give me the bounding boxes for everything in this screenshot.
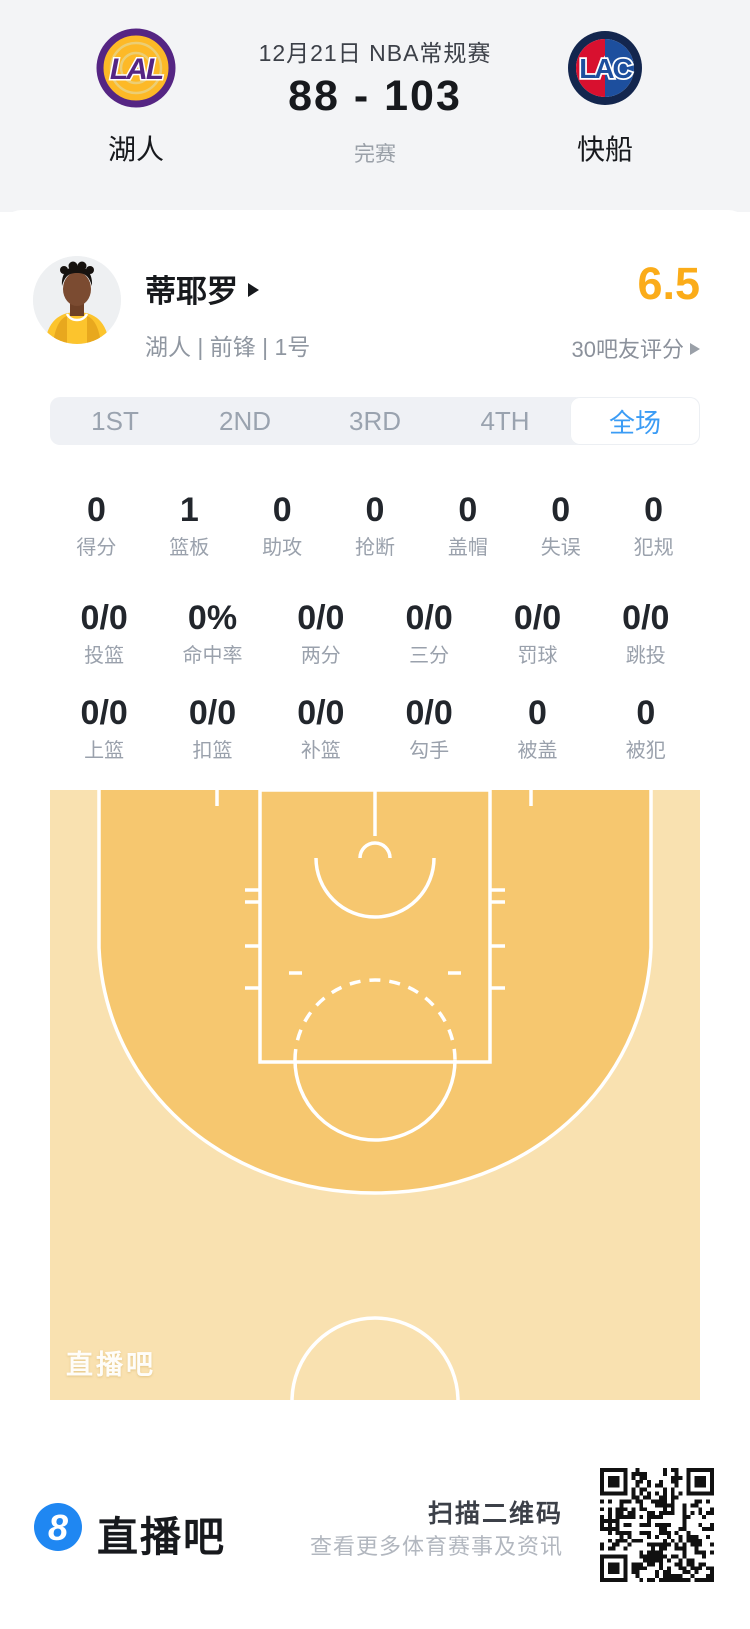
rating-arrow-icon [690,343,700,355]
tab-full-game[interactable]: 全场 [570,397,700,445]
stat-rebounds: 1 篮板 [169,491,210,559]
player-rating: 6.5 [637,258,700,309]
player-avatar[interactable] [33,256,121,344]
stat-putback: 0/0 补篮 [297,694,345,762]
match-header: 12月21日 NBA常规赛 88 - 103 完赛 LAL 湖人 LAC 快船 [0,0,750,212]
lane-rect [258,790,492,1064]
tab-4th[interactable]: 4TH [480,405,530,436]
svg-text:LAL: LAL [110,53,163,86]
home-team-name: 湖人 [107,134,164,165]
brand-name: 直播吧 [97,1514,226,1560]
quarter-tabbar: 1ST 2ND 3RD 4TH 全场 [50,397,700,445]
match-status: 完赛 [354,143,396,166]
baseline-hash-marks [215,790,533,806]
qr-code [600,1468,714,1582]
clippers-logo-icon: LAC [565,28,645,108]
stat-hook: 0/0 勾手 [405,694,453,762]
stat-fouls: 0 犯规 [633,491,674,559]
stat-row-basic: 0 得分 1 篮板 0 助攻 0 抢断 0 盖帽 0 失误 0 犯规 [50,488,700,561]
stat-turnovers: 0 失误 [540,491,581,559]
qr-scan-subtitle: 查看更多体育赛事及资讯 [309,1534,563,1559]
zhibo8-logo-icon: 8 [34,1503,82,1551]
court-inner-zone [99,790,651,1193]
stat-blocked: 0 被盖 [517,694,558,762]
free-throw-circle-dashed [293,978,457,1061]
match-score: 88 - 103 [288,72,462,120]
away-team-name: 快船 [576,134,633,165]
player-meta: 湖人 | 前锋 | 1号 [145,334,311,360]
tab-3rd[interactable]: 3RD [348,405,401,436]
restricted-area-arc [314,857,436,919]
svg-text:LAC: LAC [579,53,632,84]
lane-tick-marks-right [490,888,505,990]
stat-ft: 0/0 罚球 [513,599,562,667]
court-watermark: 直播吧 [66,1350,156,1380]
center-circle-arc [290,1316,460,1400]
player-name: 蒂耶罗 [145,273,238,309]
tab-2nd[interactable]: 2ND [218,405,271,436]
stat-fouled: 0 被犯 [625,694,666,762]
stat-row-shooting: 0/0 投篮 0% 命中率 0/0 两分 0/0 三分 0/0 罚球 0/0 跳投 [50,596,700,669]
stat-blocks: 0 盖帽 [447,491,488,559]
player-name-row[interactable]: 蒂耶罗 [145,268,259,309]
stat-jumpshot: 0/0 跳投 [622,599,670,667]
logo-8-glyph: 8 [48,1507,68,1548]
stat-fg-pct: 0% 命中率 [182,599,243,667]
lakers-logo-icon: LAL [96,28,176,108]
stat-2pt: 0/0 两分 [297,599,345,667]
tab-1st[interactable]: 1ST [91,405,139,436]
stat-layup: 0/0 上篮 [80,694,128,762]
shot-chart-court: 直播吧 [50,790,700,1400]
match-date: 12月21日 NBA常规赛 [258,40,492,66]
rating-caption: 30吧友评分 [571,337,684,362]
stat-points: 0 得分 [76,491,117,559]
qr-scan-title: 扫描二维码 [427,1500,563,1528]
player-detail-arrow-icon [248,282,259,297]
stat-3pt: 0/0 三分 [405,599,453,667]
stat-dunk: 0/0 扣篮 [188,694,237,762]
lane-tick-marks-left [245,888,260,990]
stat-row-shottypes: 0/0 上篮 0/0 扣篮 0/0 补篮 0/0 勾手 0 被盖 0 被犯 [50,691,700,764]
stat-steals: 0 抢断 [355,491,395,559]
three-point-line [97,790,653,1195]
stat-assists: 0 助攻 [262,491,303,559]
rim-arc [358,841,392,859]
stat-fg: 0/0 投篮 [80,599,128,667]
free-throw-circle-solid [293,1059,457,1142]
rating-caption-row[interactable]: 30吧友评分 [572,332,700,364]
